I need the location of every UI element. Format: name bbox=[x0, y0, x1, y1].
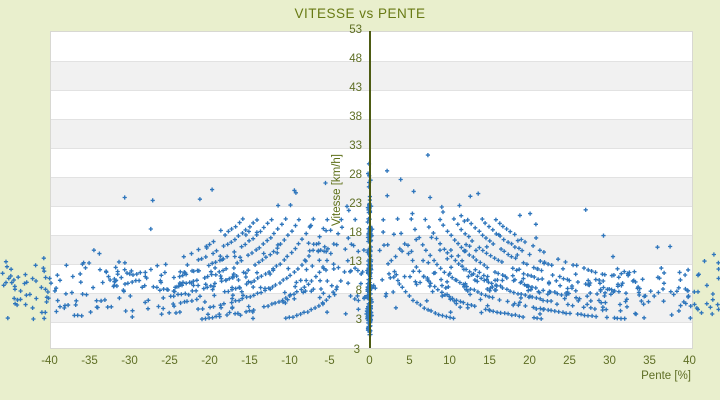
y-tick-label: 3 bbox=[355, 314, 362, 326]
gridline bbox=[51, 90, 692, 91]
x-tick-label: 35 bbox=[643, 355, 656, 367]
gridline bbox=[51, 119, 692, 120]
plot-band bbox=[51, 148, 692, 177]
y-tick-label: 8 bbox=[355, 285, 362, 297]
plot-band bbox=[51, 119, 692, 148]
plot-band bbox=[51, 32, 692, 61]
x-tick-label: 15 bbox=[483, 355, 496, 367]
y-tick-label: 28 bbox=[349, 169, 362, 181]
x-tick-label: -40 bbox=[41, 355, 58, 367]
gridline bbox=[51, 61, 692, 62]
x-tick-label: 0 bbox=[366, 355, 373, 367]
y-tick-label: 23 bbox=[349, 198, 362, 210]
x-tick-label: 30 bbox=[603, 355, 616, 367]
x-tick-label: 25 bbox=[563, 355, 576, 367]
gridline bbox=[51, 264, 692, 265]
y-tick-label: 33 bbox=[349, 140, 362, 152]
y-tick-label: 43 bbox=[349, 82, 362, 94]
x-tick-label: 20 bbox=[523, 355, 536, 367]
gridline bbox=[51, 148, 692, 149]
gridline bbox=[51, 293, 692, 294]
x-tick-label: -5 bbox=[324, 355, 335, 367]
y-tick-label: 48 bbox=[349, 53, 362, 65]
plot-band bbox=[51, 235, 692, 264]
x-axis-title: Pente [%] bbox=[641, 370, 691, 382]
chart-title: VITESSE vs PENTE bbox=[294, 6, 426, 21]
x-tick-label: -10 bbox=[281, 355, 298, 367]
gridline bbox=[51, 235, 692, 236]
x-tick-label: 10 bbox=[443, 355, 456, 367]
x-tick-label: -15 bbox=[241, 355, 258, 367]
x-tick-label: 40 bbox=[683, 355, 696, 367]
plot-band bbox=[51, 322, 692, 348]
gridline bbox=[51, 206, 692, 207]
y-axis-min-label: 3 bbox=[353, 344, 360, 356]
y-tick-label: 13 bbox=[349, 256, 362, 268]
x-tick-label: -35 bbox=[81, 355, 98, 367]
plot-band bbox=[51, 177, 692, 206]
y-tick-label: 38 bbox=[349, 111, 362, 123]
plot-band bbox=[51, 293, 692, 322]
x-tick-label: -25 bbox=[161, 355, 178, 367]
y-axis-line bbox=[369, 31, 371, 348]
plot-band bbox=[51, 61, 692, 90]
plot-band bbox=[51, 90, 692, 119]
y-axis-title: Vitesse [km/h] bbox=[331, 153, 343, 227]
x-tick-label: 5 bbox=[406, 355, 413, 367]
x-tick-label: -30 bbox=[121, 355, 138, 367]
gridline bbox=[51, 177, 692, 178]
plot-band bbox=[51, 206, 692, 235]
y-tick-label: 18 bbox=[349, 227, 362, 239]
plot-area bbox=[50, 31, 693, 349]
gridline bbox=[51, 322, 692, 323]
plot-band bbox=[51, 264, 692, 293]
x-tick-label: -20 bbox=[201, 355, 218, 367]
y-tick-label: 53 bbox=[349, 24, 362, 36]
